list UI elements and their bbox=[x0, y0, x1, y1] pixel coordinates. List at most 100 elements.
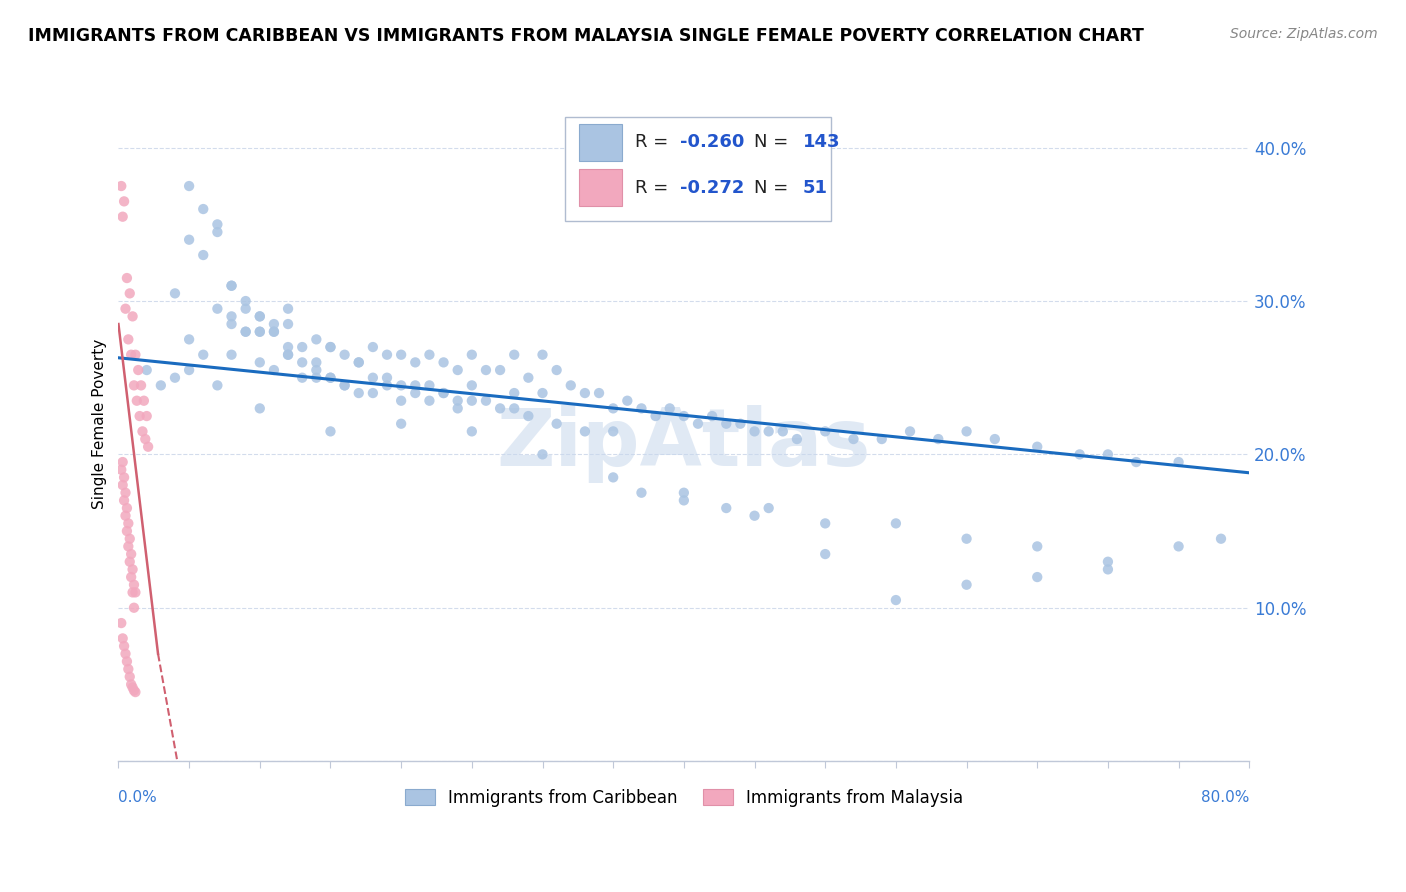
Point bbox=[235, 325, 257, 339]
Point bbox=[263, 325, 285, 339]
Point bbox=[115, 271, 138, 285]
Point bbox=[418, 393, 440, 408]
Point bbox=[432, 386, 454, 401]
Point bbox=[115, 654, 138, 668]
Point bbox=[305, 363, 328, 377]
Point bbox=[672, 493, 695, 508]
Point bbox=[546, 363, 568, 377]
Point bbox=[117, 332, 139, 346]
Point bbox=[235, 301, 257, 316]
Point bbox=[758, 501, 780, 516]
Point bbox=[120, 547, 142, 561]
Point bbox=[531, 386, 554, 401]
Point bbox=[319, 370, 342, 384]
Point bbox=[112, 194, 135, 209]
Point bbox=[193, 202, 215, 216]
Point bbox=[263, 363, 285, 377]
Point bbox=[461, 393, 484, 408]
Point bbox=[814, 547, 837, 561]
Point bbox=[461, 425, 484, 439]
Point bbox=[110, 463, 132, 477]
Point bbox=[249, 310, 271, 324]
Point bbox=[263, 325, 285, 339]
Point bbox=[221, 278, 243, 293]
Point bbox=[125, 393, 148, 408]
Point bbox=[221, 317, 243, 331]
Legend: Immigrants from Caribbean, Immigrants from Malaysia: Immigrants from Caribbean, Immigrants fr… bbox=[398, 782, 970, 814]
Point bbox=[111, 210, 134, 224]
Point bbox=[955, 425, 977, 439]
Point bbox=[114, 485, 136, 500]
Point bbox=[207, 225, 229, 239]
Text: -0.260: -0.260 bbox=[681, 134, 745, 152]
Point bbox=[112, 639, 135, 653]
Point bbox=[277, 317, 299, 331]
Point bbox=[1167, 455, 1189, 469]
Point bbox=[447, 363, 470, 377]
Point bbox=[517, 409, 540, 423]
Point bbox=[114, 508, 136, 523]
Point bbox=[361, 340, 384, 354]
Text: 143: 143 bbox=[803, 134, 841, 152]
Point bbox=[128, 409, 150, 423]
Point bbox=[118, 670, 141, 684]
Point bbox=[111, 455, 134, 469]
Point bbox=[461, 378, 484, 392]
Text: R =: R = bbox=[636, 178, 675, 196]
Point bbox=[249, 325, 271, 339]
Point bbox=[347, 355, 370, 369]
Point bbox=[418, 348, 440, 362]
Point bbox=[110, 616, 132, 631]
Point bbox=[121, 681, 143, 695]
Point bbox=[389, 417, 412, 431]
Text: IMMIGRANTS FROM CARIBBEAN VS IMMIGRANTS FROM MALAYSIA SINGLE FEMALE POVERTY CORR: IMMIGRANTS FROM CARIBBEAN VS IMMIGRANTS … bbox=[28, 27, 1144, 45]
Point bbox=[179, 179, 201, 194]
Point bbox=[347, 386, 370, 401]
Point bbox=[333, 378, 356, 392]
Point bbox=[249, 325, 271, 339]
Point bbox=[333, 378, 356, 392]
Point bbox=[630, 485, 652, 500]
Point bbox=[305, 370, 328, 384]
Point bbox=[122, 600, 145, 615]
Point bbox=[207, 218, 229, 232]
Point bbox=[305, 332, 328, 346]
Point bbox=[118, 286, 141, 301]
Point bbox=[235, 293, 257, 308]
Point bbox=[447, 393, 470, 408]
Point bbox=[616, 393, 638, 408]
Point bbox=[1069, 447, 1091, 461]
Point bbox=[389, 348, 412, 362]
Point bbox=[1097, 447, 1119, 461]
Point bbox=[179, 233, 201, 247]
Point bbox=[475, 393, 498, 408]
Point bbox=[814, 516, 837, 531]
Point bbox=[1167, 540, 1189, 554]
Point bbox=[207, 378, 229, 392]
Point bbox=[517, 370, 540, 384]
Point bbox=[277, 340, 299, 354]
Point bbox=[870, 432, 893, 446]
Y-axis label: Single Female Poverty: Single Female Poverty bbox=[93, 339, 107, 508]
Point bbox=[489, 363, 512, 377]
Text: 80.0%: 80.0% bbox=[1201, 789, 1250, 805]
Point bbox=[955, 578, 977, 592]
Point bbox=[319, 370, 342, 384]
Point bbox=[319, 340, 342, 354]
Point bbox=[984, 432, 1007, 446]
Point bbox=[404, 355, 426, 369]
Point bbox=[375, 378, 398, 392]
Point bbox=[927, 432, 949, 446]
Point bbox=[163, 370, 186, 384]
Point bbox=[432, 386, 454, 401]
Point bbox=[404, 378, 426, 392]
Point bbox=[124, 585, 146, 599]
Point bbox=[121, 585, 143, 599]
Point bbox=[461, 348, 484, 362]
Point bbox=[432, 355, 454, 369]
Point bbox=[114, 301, 136, 316]
Point bbox=[361, 370, 384, 384]
Point bbox=[136, 440, 159, 454]
Point bbox=[193, 348, 215, 362]
Point bbox=[135, 363, 157, 377]
